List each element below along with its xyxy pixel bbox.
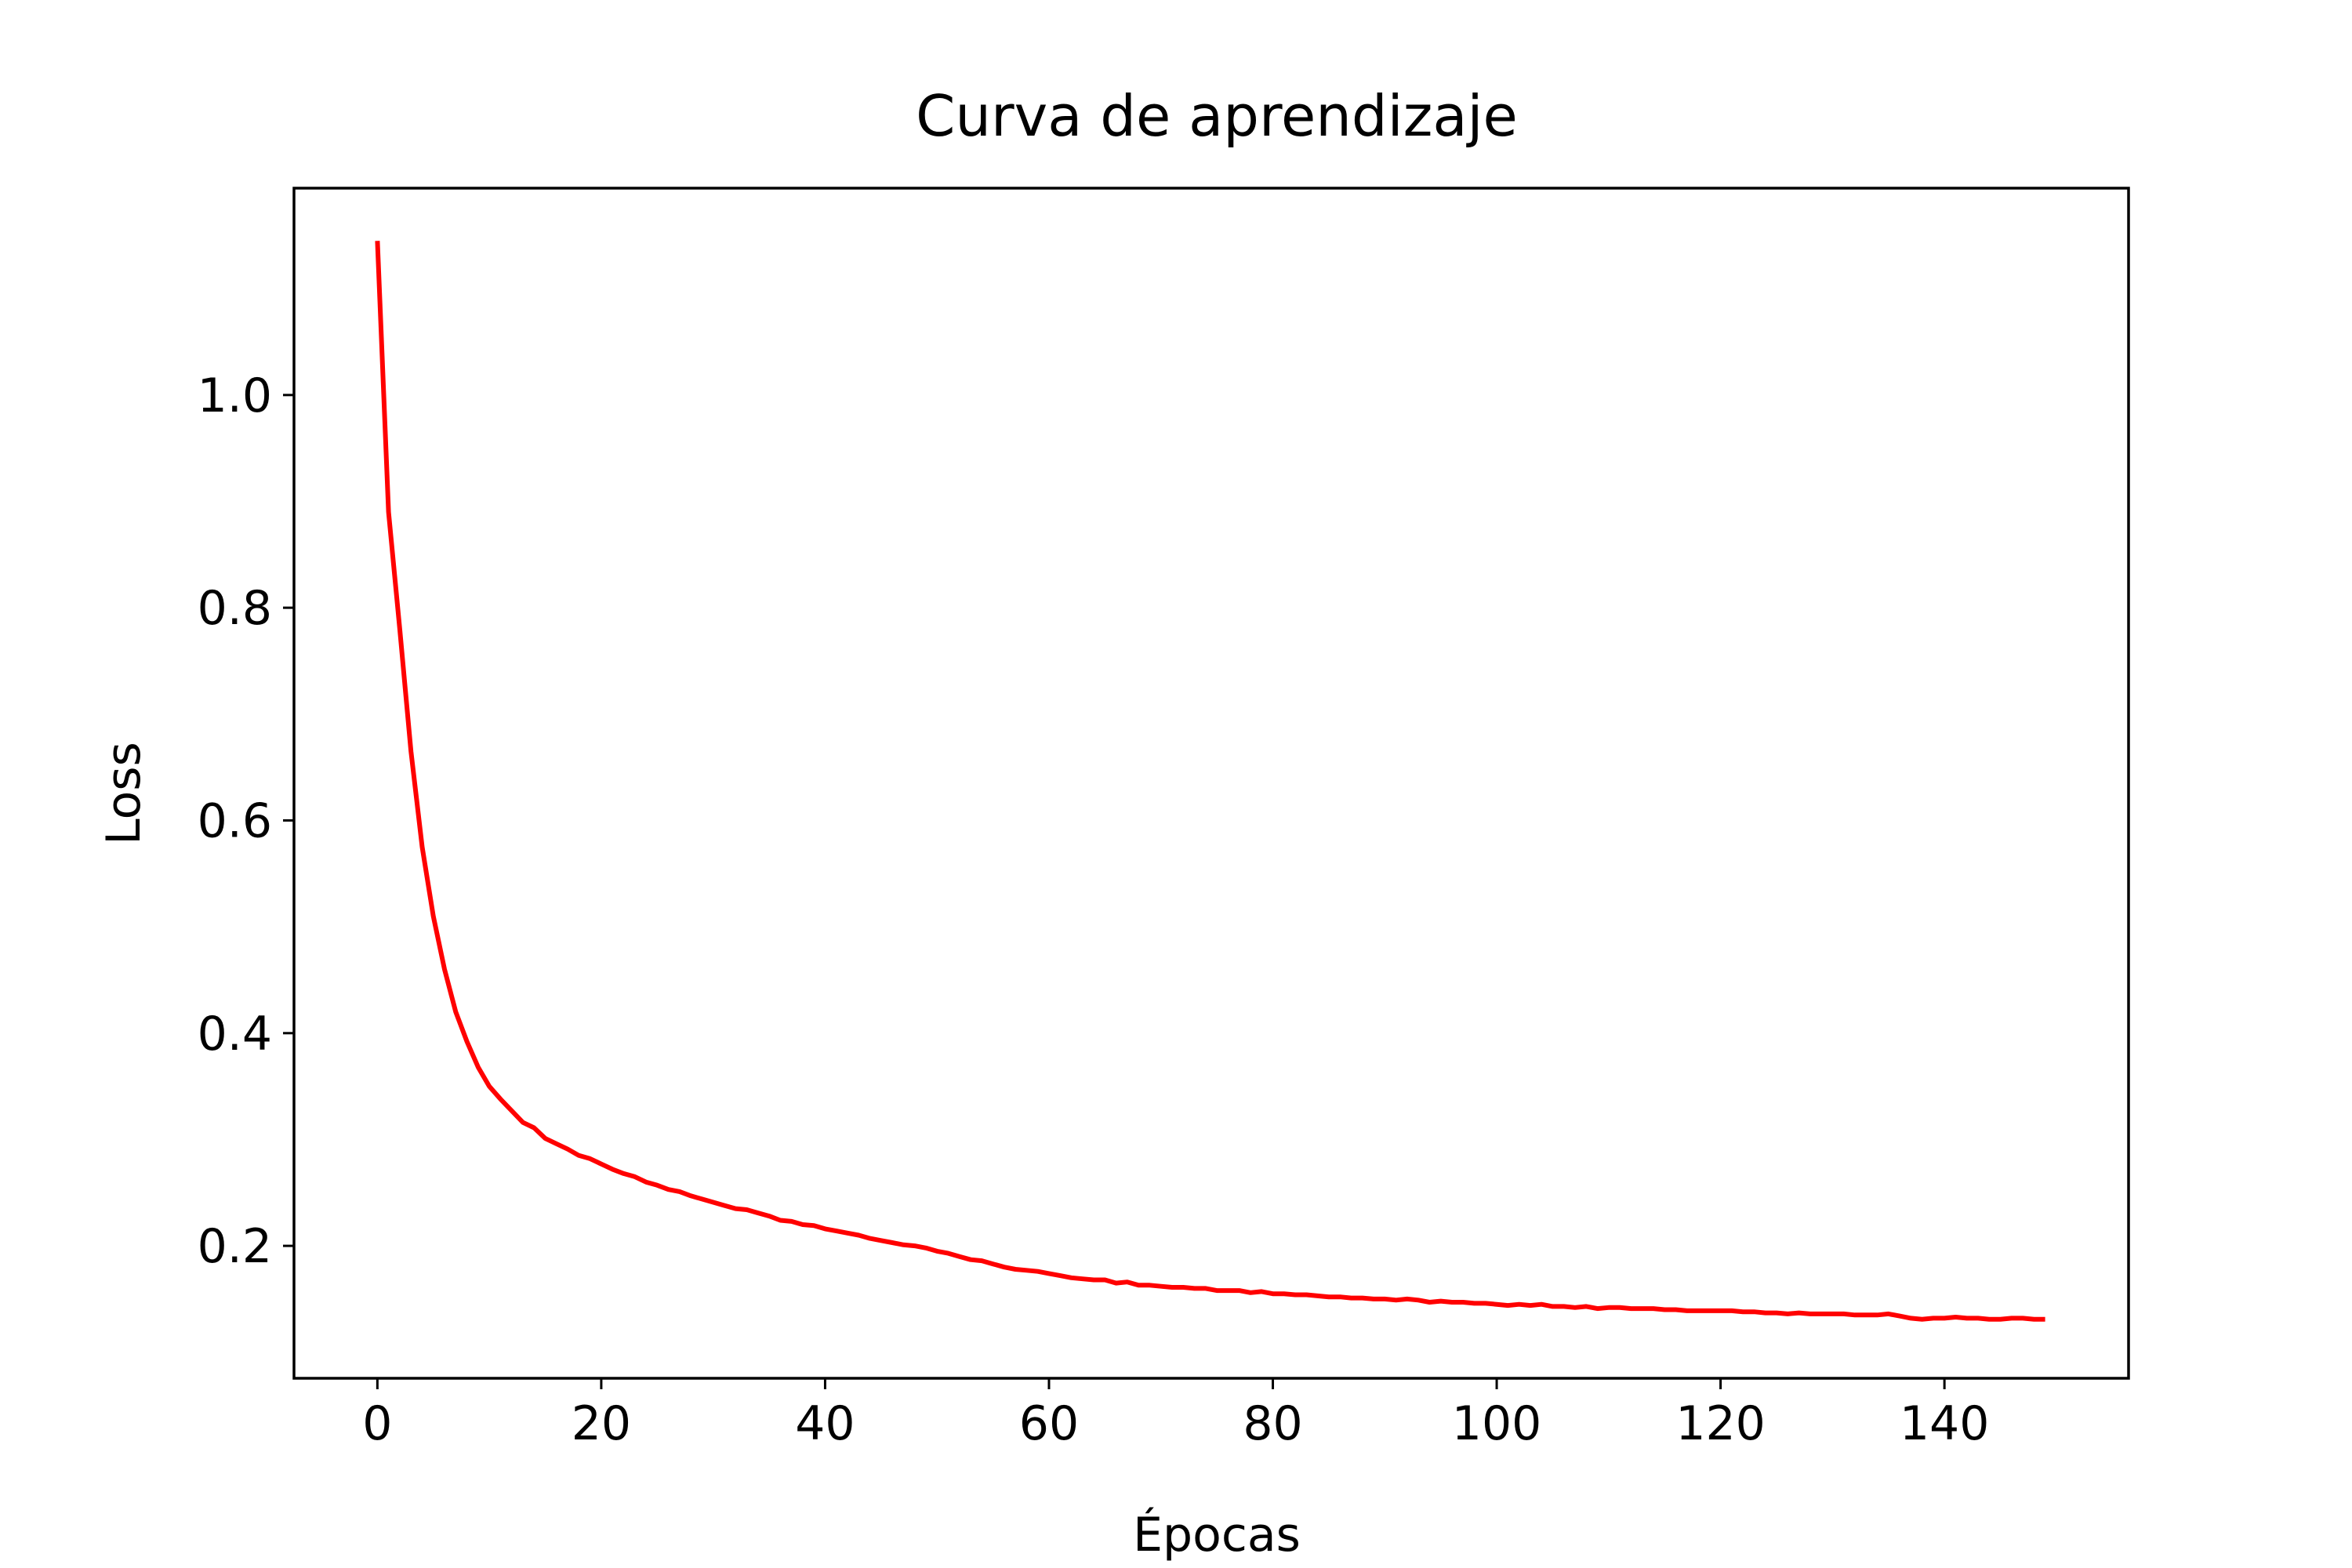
y-tick-label: 0.4 <box>198 1007 272 1062</box>
y-tick-label: 0.6 <box>198 793 272 848</box>
x-tick-label: 100 <box>1452 1396 1542 1451</box>
x-axis-label: Épocas <box>1133 1506 1301 1563</box>
x-axis: 0 20 40 60 80 100 120 140 <box>362 1378 1989 1451</box>
chart-title: Curva de aprendizaje <box>916 83 1518 149</box>
x-tick-label: 120 <box>1675 1396 1766 1451</box>
y-tick-label: 0.8 <box>198 581 272 636</box>
x-tick-label: 40 <box>795 1396 855 1451</box>
x-tick-label: 0 <box>362 1396 392 1451</box>
x-tick-label: 80 <box>1243 1396 1302 1451</box>
y-axis: 0.2 0.4 0.6 0.8 1.0 <box>198 368 294 1274</box>
y-tick-label: 0.2 <box>198 1219 272 1274</box>
x-tick-label: 140 <box>1900 1396 1990 1451</box>
x-tick-label: 20 <box>572 1396 631 1451</box>
series-line-0 <box>375 241 2045 1322</box>
y-axis-label: Loss <box>96 742 151 845</box>
x-tick-label: 60 <box>1019 1396 1079 1451</box>
y-tick-label: 1.0 <box>198 368 272 423</box>
plot-area <box>375 241 2045 1322</box>
plot-frame <box>292 187 2130 1380</box>
